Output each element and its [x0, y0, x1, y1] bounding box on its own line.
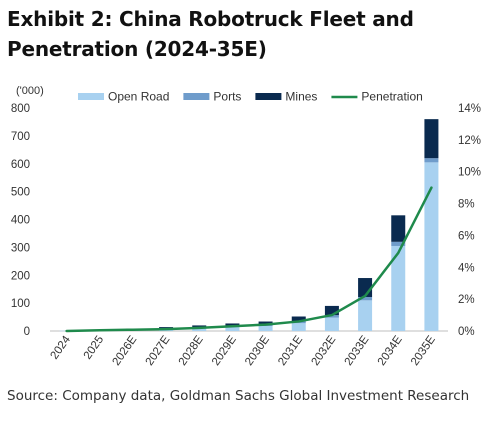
y-unit-label: ('000) — [16, 85, 44, 97]
y-left-tick-label: 500 — [11, 187, 30, 199]
bar-mines — [424, 119, 439, 159]
x-tick-label: 2028E — [177, 334, 206, 368]
x-tick-label: 2024 — [49, 333, 74, 361]
legend-swatch-open-road — [78, 93, 104, 100]
bar-open-road — [258, 325, 273, 331]
penetration-line — [65, 186, 433, 333]
y-left-tick-label: 100 — [11, 298, 30, 310]
bar-ports — [324, 315, 339, 318]
bar-open-road — [324, 317, 339, 331]
chart-title: Exhibit 2: China Robotruck Fleet and Pen… — [7, 7, 414, 61]
y-left-tick-label: 0 — [24, 326, 30, 338]
x-tick-label: 2033E — [343, 334, 372, 368]
bar-mines — [258, 321, 273, 325]
x-tick-label: 2025 — [82, 334, 107, 362]
bar-mines — [324, 305, 339, 316]
x-tick-label: 2029E — [210, 334, 239, 368]
bar-open-road — [291, 323, 306, 331]
bar-open-road — [391, 245, 406, 331]
x-tick-label: 2034E — [376, 334, 405, 368]
y-right-tick-label: 0% — [458, 326, 475, 338]
legend-label-open-road: Open Road — [108, 90, 169, 104]
chart-svg: Open Road Ports Mines Penetration ('000) 0 10… — [11, 85, 481, 368]
bar-ports — [424, 158, 439, 163]
chart-container: Open Road Ports Mines Penetration ('000) 0 10… — [0, 78, 500, 378]
x-tick-label: 2032E — [309, 334, 338, 368]
bar-mines — [159, 327, 174, 329]
y-left-tick-label: 200 — [11, 270, 30, 282]
legend-label-mines: Mines — [285, 90, 317, 104]
y-right-tick-label: 10% — [458, 167, 481, 179]
legend-swatch-mines — [255, 93, 282, 100]
bar-open-road — [192, 328, 207, 331]
bar-open-road — [358, 300, 373, 331]
bar-ports — [358, 296, 373, 301]
bar-mines — [192, 325, 207, 328]
y-right-tick-label: 6% — [458, 230, 475, 242]
bar-mines — [391, 215, 406, 242]
legend-swatch-ports — [183, 93, 210, 100]
x-tick-label: 2030E — [243, 334, 272, 368]
y-right-tick-label: 14% — [458, 103, 481, 115]
y-left-tick-label: 800 — [11, 103, 30, 115]
x-tick-label: 2031E — [276, 334, 305, 368]
bar-open-road — [424, 162, 439, 331]
legend: Open Road Ports Mines Penetration — [78, 90, 423, 104]
x-tick-label: 2027E — [144, 334, 173, 368]
legend-label-ports: Ports — [213, 90, 241, 104]
bars — [59, 119, 439, 332]
y-right-tick-label: 2% — [458, 294, 475, 306]
bar-open-road — [225, 327, 240, 331]
y-left-tick-label: 400 — [11, 215, 30, 227]
bar-mines — [225, 323, 240, 326]
x-tick-label: 2026E — [110, 334, 139, 368]
y-right-tick-label: 12% — [458, 135, 481, 147]
penetration-line-group — [65, 186, 433, 333]
y-left-tick-label: 700 — [11, 131, 30, 143]
y-right-tick-label: 8% — [458, 199, 475, 211]
x-tick-label: 2035E — [409, 334, 438, 368]
source-note: Source: Company data, Goldman Sachs Glob… — [7, 388, 470, 404]
y-right-tick-label: 4% — [458, 262, 475, 274]
bar-mines — [291, 316, 306, 322]
legend-label-penetration: Penetration — [361, 90, 422, 104]
y-left-tick-label: 600 — [11, 159, 30, 171]
bar-ports — [391, 241, 406, 246]
y-left-tick-label: 300 — [11, 242, 30, 254]
